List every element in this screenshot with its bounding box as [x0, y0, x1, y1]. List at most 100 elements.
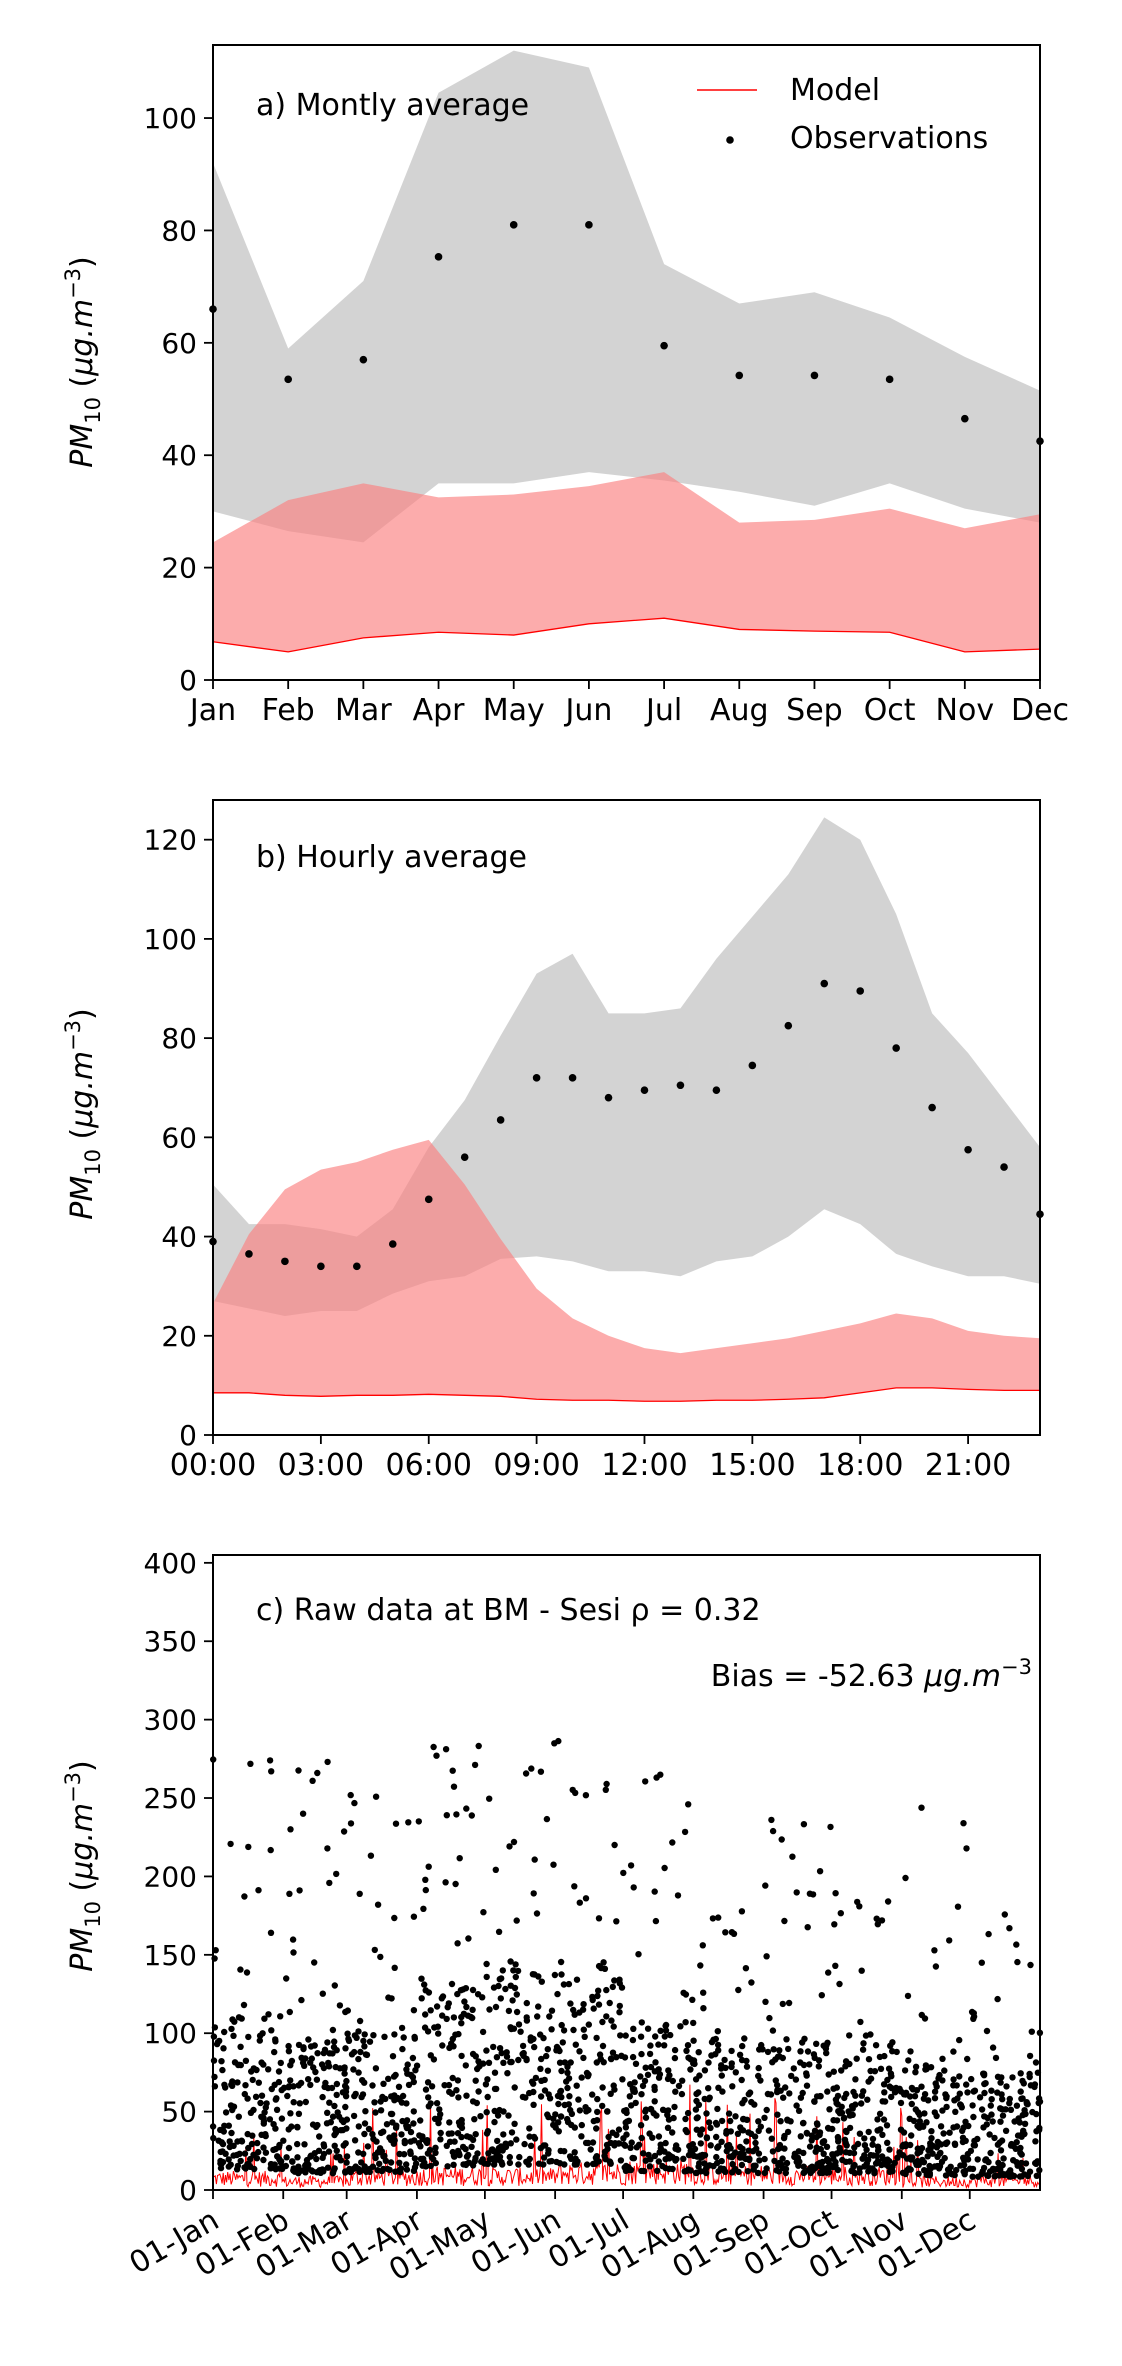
observation-point — [851, 2169, 858, 2177]
observation-point — [916, 2118, 923, 2125]
model-line — [212, 617, 1041, 653]
observation-point — [605, 2133, 612, 2141]
observation-point — [372, 1793, 380, 1800]
observation-point — [661, 1864, 668, 1872]
observation-point — [268, 1768, 275, 1775]
observation-point — [578, 2074, 585, 2081]
observation-point — [555, 2119, 562, 2126]
observation-point — [1021, 2120, 1029, 2127]
observation-point — [260, 2156, 267, 2164]
observation-point — [597, 1964, 605, 1972]
observation-point — [261, 2015, 268, 2022]
observation-point — [677, 2023, 684, 2030]
observation-point — [599, 2018, 606, 2026]
observation-point — [391, 2031, 398, 2038]
observation-point — [701, 2067, 709, 2074]
observation-point — [322, 2079, 329, 2087]
observation-point — [361, 2031, 368, 2038]
observation-point — [629, 2154, 636, 2162]
observation-point — [214, 2039, 221, 2046]
observation-point — [914, 2150, 921, 2157]
observation-point — [932, 1963, 940, 1970]
observation-point — [400, 2034, 407, 2041]
observation-point — [443, 2015, 450, 2023]
observation-point — [555, 2100, 562, 2108]
observation-point — [913, 2161, 920, 2168]
y-tick-label: 350 — [144, 1625, 197, 1658]
observation-point — [665, 2067, 672, 2074]
observation-point — [410, 2007, 418, 2014]
observation-point — [603, 1780, 610, 1788]
observation-point — [258, 2059, 265, 2066]
observation-point — [583, 2108, 590, 2115]
observation-point — [333, 2147, 340, 2154]
observation-point — [653, 1774, 660, 1781]
observation-point — [237, 2061, 244, 2069]
observation-point — [793, 1889, 800, 1896]
observation-point — [1002, 2106, 1009, 2113]
observation-point — [507, 1982, 514, 1989]
observation-point — [687, 2167, 694, 2174]
observation-point — [242, 2082, 249, 2089]
observation-point — [803, 2082, 811, 2089]
observation-point — [559, 2039, 566, 2046]
observation-point — [362, 2108, 369, 2115]
observation-point — [799, 2089, 806, 2097]
observation-point — [513, 2008, 521, 2016]
observation-point — [430, 1743, 437, 1751]
observation-point — [903, 2155, 911, 2162]
observation-point — [377, 1953, 384, 1961]
observation-point — [655, 2133, 663, 2140]
observation-point — [389, 2053, 397, 2060]
observation-point — [745, 2147, 752, 2154]
observation-point — [560, 1981, 568, 1988]
observation-point — [267, 1846, 274, 1854]
observation-point — [255, 1887, 262, 1894]
observation-point — [996, 2172, 1003, 2179]
observation-point — [222, 2150, 229, 2157]
observation-point — [841, 2094, 848, 2102]
observation-point — [342, 2103, 349, 2111]
observation-point — [664, 2075, 672, 2083]
observation-point — [566, 2093, 573, 2100]
observation-point — [421, 2024, 429, 2031]
observation-point — [867, 2031, 874, 2038]
observation-point — [867, 2075, 875, 2082]
observation-point — [1009, 2074, 1016, 2081]
observation-point — [1031, 2081, 1039, 2088]
observation-point — [697, 2140, 704, 2147]
observation-point — [642, 1778, 649, 1785]
observation-point — [739, 2042, 746, 2050]
observation-point — [283, 2154, 290, 2161]
observation-point — [768, 1816, 775, 1824]
observation-point — [479, 1994, 486, 2001]
observation-point — [697, 1962, 704, 1969]
observation-point — [361, 2130, 368, 2138]
observation-point — [662, 2022, 669, 2030]
observation-point — [743, 2138, 750, 2145]
observation-point — [410, 2078, 417, 2086]
observation-point — [773, 2167, 780, 2174]
observation-point — [251, 2165, 258, 2173]
observation-point — [776, 2053, 783, 2060]
observation-point — [613, 2131, 620, 2139]
plot-frame — [212, 44, 1041, 681]
observation-point — [324, 2084, 332, 2092]
observation-point — [999, 2112, 1007, 2119]
observation-point — [728, 2060, 735, 2067]
observation-point — [738, 2076, 745, 2084]
observation-point — [278, 2115, 286, 2122]
observation-point — [285, 2144, 293, 2152]
x-tick-label: 18:00 — [817, 1448, 903, 1483]
observation-point — [270, 2146, 277, 2154]
observation-point — [262, 2149, 270, 2156]
observation-point — [456, 2151, 463, 2159]
observation-point — [610, 2082, 617, 2089]
observation-point — [665, 2151, 672, 2158]
observation-point — [916, 2124, 923, 2131]
observation-point — [274, 2153, 281, 2160]
observation-point — [471, 2116, 478, 2123]
observation-point — [522, 1770, 530, 1777]
observation-point — [526, 2125, 533, 2132]
observation-point — [886, 2146, 893, 2153]
